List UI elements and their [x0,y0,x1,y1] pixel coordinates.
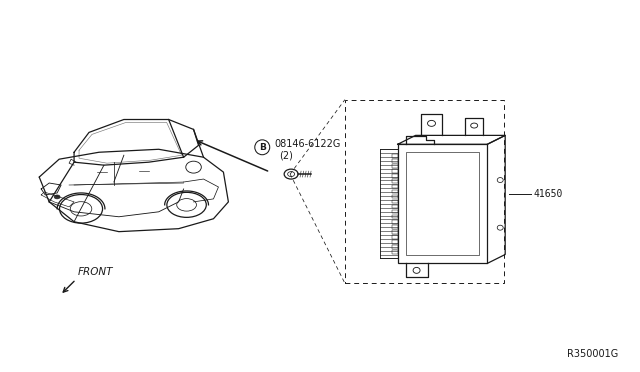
Bar [392,200,397,203]
Bar [397,144,487,263]
Bar [392,235,397,239]
Bar [392,245,397,249]
Bar [392,174,397,178]
Bar [392,205,397,208]
Bar [392,179,397,183]
Bar [392,154,397,158]
Bar [392,215,397,218]
Bar [392,164,397,168]
Bar [392,190,397,193]
Text: (2): (2) [279,150,293,160]
Bar [392,159,397,163]
Text: R350001G: R350001G [568,349,619,359]
Bar [406,152,479,256]
Bar [345,100,504,283]
Bar [392,220,397,224]
Bar [392,250,397,254]
Text: FRONT: FRONT [78,267,113,277]
Bar [392,240,397,244]
Bar [392,210,397,214]
Ellipse shape [54,195,60,199]
Text: 08146-6122G: 08146-6122G [274,139,340,149]
Bar [392,185,397,188]
Bar [392,169,397,173]
Bar [392,230,397,234]
Text: 41650: 41650 [533,189,563,199]
Text: B: B [259,143,266,152]
Bar [392,195,397,198]
Bar [392,225,397,228]
